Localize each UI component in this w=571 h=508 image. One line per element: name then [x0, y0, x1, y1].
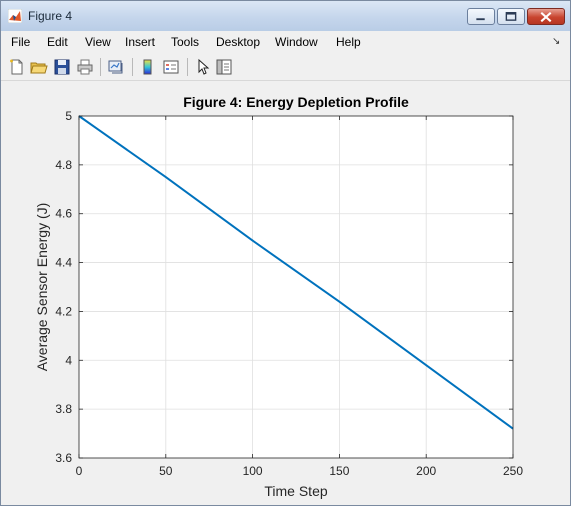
y-tick-label: 4.4 [55, 256, 72, 270]
axes-background [79, 116, 513, 458]
x-tick-label: 200 [416, 464, 436, 478]
chart-title: Figure 4: Energy Depletion Profile [183, 94, 409, 110]
grid-lines [79, 116, 513, 458]
y-tick-label: 5 [65, 109, 72, 123]
menu-insert[interactable]: Insert [125, 35, 156, 49]
x-tick-label: 50 [159, 464, 173, 478]
minimize-button[interactable] [467, 8, 495, 25]
tick-labels: 0 50 100 150 200 250 3.6 3.8 4 4.2 4.4 4.6 4.8 5 [55, 109, 523, 478]
y-tick-label: 3.6 [55, 451, 72, 465]
figure-canvas: 0 50 100 150 200 250 3.6 3.8 4 4.2 4.4 4.6 4.8 5 Figu… [6, 83, 568, 503]
toolbar [1, 54, 570, 81]
series-line-0[interactable] [78, 115, 514, 430]
y-axis-label: Average Sensor Energy (J) [34, 203, 50, 372]
x-tick-label: 250 [503, 464, 523, 478]
y-tick-label: 4.6 [55, 207, 72, 221]
insert-legend-icon[interactable] [162, 58, 180, 76]
y-tick-label: 4 [65, 353, 72, 367]
save-icon[interactable] [53, 58, 71, 76]
minimize-icon [476, 18, 485, 21]
y-tick-label: 4.8 [55, 158, 72, 172]
data-series-layer [78, 115, 514, 430]
window-title: Figure 4 [28, 9, 73, 23]
menu-dock-arrow-icon[interactable]: ↘ [552, 36, 561, 47]
menu-bar: File Edit View Insert Tools Desktop Wind… [1, 32, 570, 52]
link-plot-icon[interactable] [107, 58, 125, 76]
x-axis-label: Time Step [264, 483, 327, 499]
new-figure-icon[interactable] [8, 58, 26, 76]
maximize-button[interactable] [497, 8, 525, 25]
menu-view[interactable]: View [85, 35, 111, 49]
menu-help[interactable]: Help [336, 35, 361, 49]
matlab-logo-icon [8, 9, 22, 23]
x-tick-label: 150 [329, 464, 349, 478]
property-inspector-icon[interactable] [215, 58, 233, 76]
print-icon[interactable] [76, 58, 94, 76]
menu-file[interactable]: File [11, 35, 31, 49]
x-tick-label: 100 [243, 464, 263, 478]
ticks [78, 115, 514, 459]
y-tick-label: 3.8 [55, 402, 72, 416]
axes-box [78, 115, 514, 459]
insert-colorbar-icon[interactable] [139, 58, 157, 76]
line-chart[interactable]: 0 50 100 150 200 250 3.6 3.8 4 4.2 4.4 4.6 4.8 5 Figu… [6, 83, 568, 503]
menu-desktop[interactable]: Desktop [216, 35, 261, 49]
open-file-icon[interactable] [30, 58, 48, 76]
close-button[interactable] [527, 8, 565, 25]
close-icon [540, 12, 552, 23]
toolbar-separator [132, 58, 133, 76]
toolbar-separator [187, 58, 188, 76]
menu-tools[interactable]: Tools [171, 35, 200, 49]
y-tick-label: 4.2 [55, 304, 72, 318]
edit-plot-pointer-icon[interactable] [194, 58, 212, 76]
toolbar-separator [100, 58, 101, 76]
maximize-icon [505, 12, 517, 21]
title-bar[interactable]: Figure 4 [1, 1, 570, 31]
x-tick-label: 0 [76, 464, 83, 478]
menu-edit[interactable]: Edit [47, 35, 68, 49]
menu-window[interactable]: Window [275, 35, 318, 49]
